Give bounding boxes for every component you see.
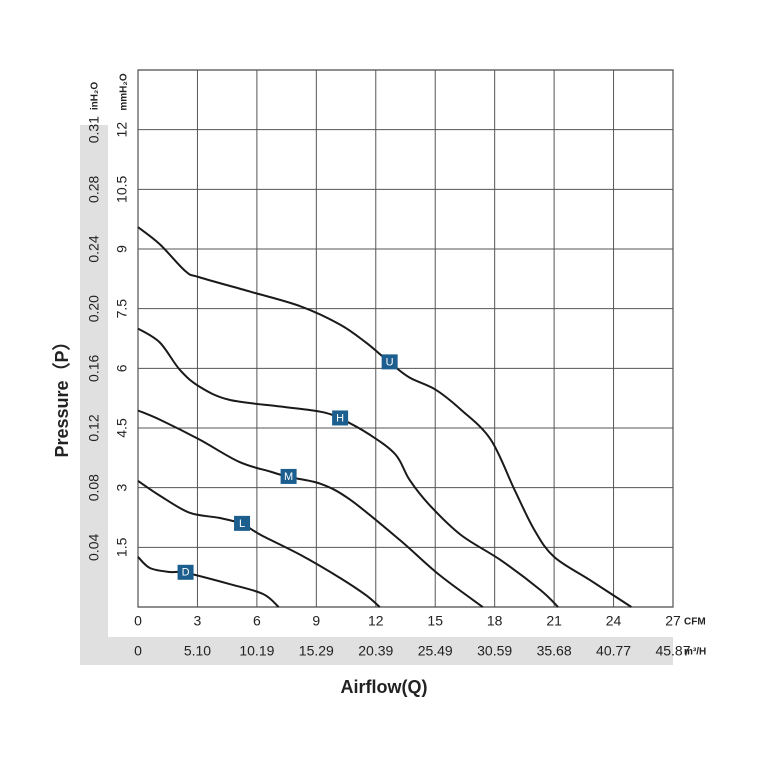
y2-unit: inH₂O <box>90 82 101 111</box>
y2-tick-label: 0.31 <box>86 116 102 143</box>
plot-frame <box>137 69 674 608</box>
y2-tick-label: 0.24 <box>86 235 102 262</box>
curve-label: U <box>386 356 394 368</box>
curve <box>137 226 632 608</box>
curve-tag <box>280 468 297 484</box>
x-tick-label: 24 <box>606 613 622 629</box>
curve-tag <box>234 515 251 531</box>
x2-tick-label: 25.49 <box>418 643 453 659</box>
curve-tag <box>177 564 194 580</box>
x-unit: CFM <box>684 617 706 628</box>
y2-tick-label: 0.08 <box>86 474 102 501</box>
x2-tick-label: 5.10 <box>184 643 211 659</box>
y-tick-label: 4.5 <box>114 418 130 438</box>
x-tick-label: 6 <box>253 613 261 629</box>
x-axis-label: Airflow(Q) <box>341 677 428 697</box>
y-tick-label: 1.5 <box>114 537 130 557</box>
x2-tick-label: 20.39 <box>358 643 393 659</box>
y2-band <box>80 125 108 665</box>
x2-tick-label: 35.68 <box>537 643 572 659</box>
x-tick-label: 27 <box>665 613 681 629</box>
y2-tick-label: 0.12 <box>86 414 102 441</box>
curve-label: D <box>182 567 190 579</box>
y2-tick-label: 0.28 <box>86 175 102 202</box>
x2-unit: m³/H <box>684 647 706 658</box>
y-tick-label: 12 <box>114 122 130 138</box>
x2-tick-label: 10.19 <box>239 643 274 659</box>
curve-tag <box>381 354 398 370</box>
x-tick-label: 9 <box>312 613 320 629</box>
curve-label: H <box>336 412 344 424</box>
x-tick-label: 0 <box>134 613 142 629</box>
x2-tick-label: 0 <box>134 643 142 659</box>
x2-tick-label: 40.77 <box>596 643 631 659</box>
x2-tick-label: 30.59 <box>477 643 512 659</box>
x-tick-label: 18 <box>487 613 503 629</box>
curve <box>137 556 280 608</box>
curve-label: M <box>284 471 293 483</box>
x-tick-label: 15 <box>427 613 443 629</box>
y-axis-label: Pressure（P） <box>52 332 72 457</box>
x2-tick-label: 45.87 <box>655 643 690 659</box>
curve-tag <box>332 410 349 426</box>
x-tick-label: 21 <box>546 613 562 629</box>
y2-tick-label: 0.04 <box>86 533 102 560</box>
curve-label: L <box>239 518 245 530</box>
x-tick-label: 3 <box>194 613 202 629</box>
y-tick-label: 7.5 <box>114 299 130 319</box>
y2-tick-label: 0.20 <box>86 295 102 322</box>
curve <box>137 480 381 608</box>
curve <box>137 327 559 608</box>
y-tick-label: 10.5 <box>114 175 130 202</box>
x2-band <box>80 637 673 665</box>
y-tick-label: 6 <box>114 364 130 372</box>
y2-tick-label: 0.16 <box>86 354 102 381</box>
x2-tick-label: 15.29 <box>299 643 334 659</box>
y-tick-label: 3 <box>114 484 130 492</box>
x-tick-label: 12 <box>368 613 384 629</box>
y-tick-label: 9 <box>114 245 130 253</box>
y-unit: mmH₂O <box>119 73 130 110</box>
